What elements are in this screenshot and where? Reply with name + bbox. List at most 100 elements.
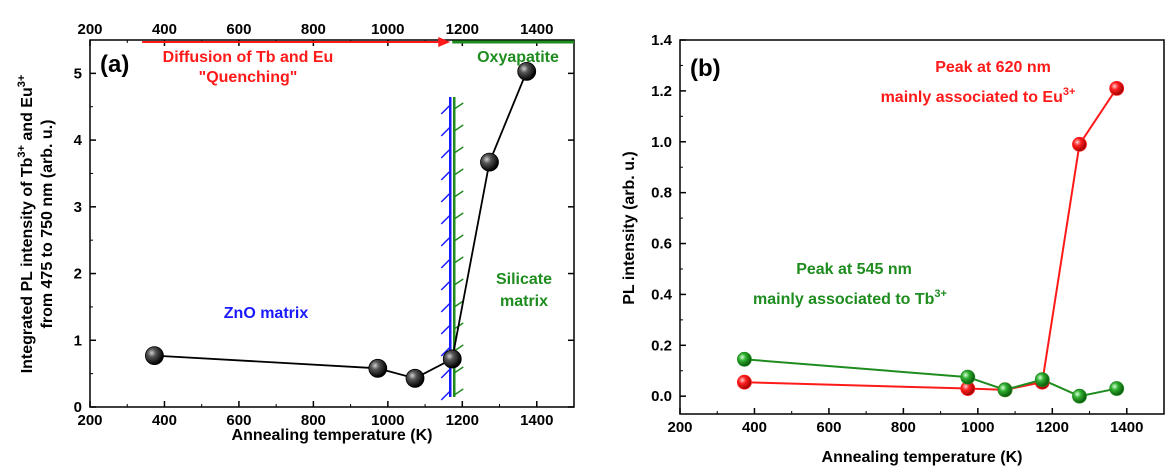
panel-b-label: (b)	[690, 55, 721, 82]
b-point-green-3	[1035, 373, 1049, 387]
green-hatch-2	[454, 147, 463, 153]
b-point-green-2	[998, 383, 1012, 397]
b-series-line-red	[744, 88, 1116, 389]
a-top-tick-label-3: 800	[301, 21, 326, 38]
b-ytick-label-1: 0.2	[651, 337, 672, 354]
b-xtick-label-2: 600	[816, 419, 841, 436]
a-ytick-label-2: 2	[74, 266, 82, 283]
blue-hatch-0	[441, 105, 450, 114]
a-ytick-label-5: 5	[74, 65, 82, 82]
green-hatch-1	[454, 125, 463, 131]
quenching-label: "Quenching"	[199, 69, 298, 86]
panel-a-label: (a)	[100, 51, 129, 78]
b-ytick-label-4: 0.8	[651, 185, 672, 202]
a-top-tick-label-5: 1200	[446, 21, 479, 38]
a-top-tick-label-0: 200	[77, 21, 102, 38]
blue-hatch-6	[441, 237, 450, 246]
b-ytick-label-3: 0.6	[651, 236, 672, 253]
a-ytick-label-1: 1	[74, 332, 82, 349]
y-title-eu: and Eu	[19, 87, 36, 145]
b-ytick-label-6: 1.2	[651, 83, 672, 100]
a-top-tick-label-2: 600	[226, 21, 251, 38]
blue-hatch-4	[441, 193, 450, 202]
blue-hatch-9	[441, 303, 450, 312]
panel-b-y-axis-title: PL intensity (arb. u.)	[621, 151, 638, 305]
a-ytick-label-4: 4	[74, 132, 83, 149]
green-hatch-6	[454, 235, 463, 241]
a-series-line	[154, 71, 526, 378]
y-title-sup1: 3+	[16, 145, 28, 158]
panel-a-x-axis-title: Annealing temperature (K)	[232, 427, 433, 444]
b-xtick-label-1: 400	[742, 419, 767, 436]
a-top-tick-label-4: 1000	[371, 21, 404, 38]
a-point-2	[406, 369, 424, 387]
diffusion-arrowhead	[438, 37, 450, 47]
panel-a-y-axis-title-2: from 475 to 750 nm (arb. u.)	[39, 120, 56, 329]
green-hatch-3	[454, 169, 463, 175]
blue-hatch-3	[441, 171, 450, 180]
zno-matrix-label: ZnO matrix	[224, 305, 309, 322]
green-hatch-13	[454, 389, 463, 395]
b-point-red-5	[1110, 81, 1124, 95]
green-peak-label: Peak at 545 nm	[796, 261, 912, 278]
green-assoc-text: mainly associated to Tb	[753, 291, 935, 308]
silicate-matrix-label: matrix	[500, 293, 548, 310]
blue-hatch-10	[441, 325, 450, 334]
a-point-4	[480, 153, 498, 171]
a-top-tick-label-6: 1400	[520, 21, 553, 38]
blue-hatch-5	[441, 215, 450, 224]
blue-hatch-8	[441, 281, 450, 290]
blue-hatch-1	[441, 127, 450, 136]
blue-hatch-2	[441, 149, 450, 158]
red-peak-label: Peak at 620 nm	[935, 59, 1051, 76]
y-title-sup2: 3+	[16, 75, 28, 88]
green-hatch-12	[454, 367, 463, 373]
a-point-0	[145, 347, 163, 365]
b-xtick-label-0: 200	[667, 419, 692, 436]
b-ytick-label-0: 0.0	[651, 388, 672, 405]
a-top-tick-label-1: 400	[152, 21, 177, 38]
red-assoc-sup: 3+	[1063, 86, 1076, 98]
b-xtick-label-6: 1400	[1110, 419, 1143, 436]
b-xtick-label-5: 1200	[1036, 419, 1069, 436]
b-point-green-5	[1110, 382, 1124, 396]
y-title-tb: Integrated PL intensity of Tb	[19, 157, 36, 373]
a-ytick-label-3: 3	[74, 199, 82, 216]
panel-b-series	[737, 81, 1123, 403]
oxyapatite-label: Oxyapatite	[477, 49, 559, 66]
b-ytick-label-7: 1.4	[651, 32, 673, 49]
b-point-green-0	[737, 352, 751, 366]
b-point-red-4	[1072, 137, 1086, 151]
green-hatch-7	[454, 257, 463, 263]
b-point-green-4	[1072, 389, 1086, 403]
a-xtick-label-6: 1400	[520, 412, 553, 429]
green-assoc-sup: 3+	[934, 288, 947, 300]
a-ytick-label-0: 0	[74, 399, 82, 416]
a-point-5	[518, 62, 536, 80]
red-assoc-label: mainly associated to Eu3+	[881, 86, 1076, 106]
b-ytick-label-5: 1.0	[651, 134, 672, 151]
green-assoc-label: mainly associated to Tb3+	[753, 288, 947, 308]
diffusion-label: Diffusion of Tb and Eu	[163, 49, 334, 66]
b-point-red-0	[737, 375, 751, 389]
a-point-1	[369, 359, 387, 377]
b-point-green-1	[961, 370, 975, 384]
panel-a-series	[145, 62, 535, 387]
green-hatch-5	[454, 213, 463, 219]
panel-b: 200 400 600 800 1000 1200 1400 0.0 0.2 0.4 0.6 0.8 1…	[621, 32, 1164, 466]
green-hatch-8	[454, 279, 463, 285]
red-assoc-text: mainly associated to Eu	[881, 89, 1063, 106]
green-hatch-4	[454, 191, 463, 197]
b-xtick-label-4: 1000	[961, 419, 994, 436]
blue-hatch-7	[441, 259, 450, 268]
panel-a-y-axis-title: Integrated PL intensity of Tb3+ and Eu3+	[16, 75, 36, 374]
panel-a: 200 400 600 800 1000 1200 1400200 400 600 800 1000…	[16, 21, 574, 444]
panel-b-x-axis-title: Annealing temperature (K)	[822, 449, 1023, 466]
green-hatch-0	[454, 103, 463, 109]
b-series-line-green	[744, 359, 1116, 396]
a-point-3	[443, 350, 461, 368]
a-xtick-label-5: 1200	[446, 412, 479, 429]
b-xtick-label-3: 800	[891, 419, 916, 436]
a-xtick-label-1: 400	[152, 412, 177, 429]
